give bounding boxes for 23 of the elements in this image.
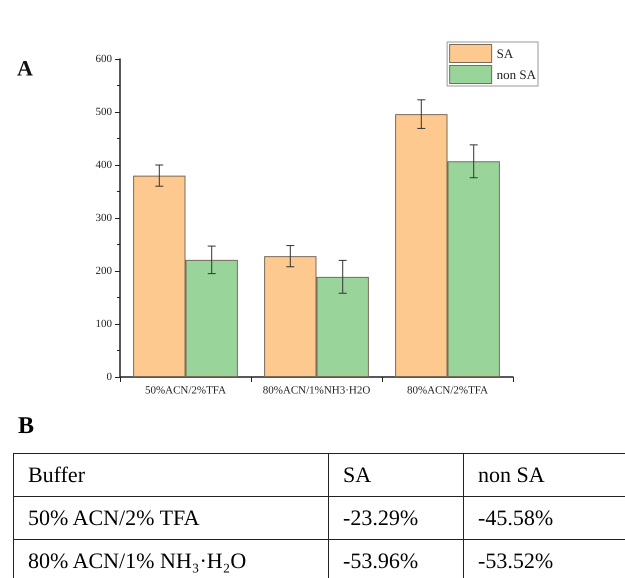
text: SA: [328, 454, 464, 496]
x-tick-label: 80%ACN/1%NH3·H2O: [262, 384, 370, 396]
x-tick-label: 50%ACN/2%TFA: [144, 384, 226, 396]
y-tick-label: 400: [96, 159, 112, 171]
text: non SA: [464, 454, 625, 496]
y-tick-label: 200: [96, 265, 112, 277]
y-tick-label: 100: [96, 318, 112, 330]
x-tick-label: 80%ACN/2%TFA: [406, 384, 488, 396]
category-label: 80% ACN/1% NH₃·H₂O: [14, 540, 328, 578]
text: B: [18, 413, 34, 440]
legend-label: SA: [496, 46, 514, 61]
legend-label: non SA: [496, 67, 537, 82]
data-label: -45.58%: [464, 496, 625, 540]
chart-title: A: [17, 56, 33, 80]
data-label: -53.96%: [328, 540, 464, 578]
data-label: -53.52%: [464, 540, 625, 578]
text: Buffer: [14, 454, 328, 496]
y-tick-label: 500: [96, 106, 112, 118]
y-tick-label: 600: [96, 53, 112, 65]
data-label: -23.29%: [328, 496, 464, 540]
y-tick-label: 300: [96, 212, 112, 224]
y-tick-label: 0: [106, 371, 112, 383]
category-label: 50% ACN/2% TFA: [14, 496, 328, 540]
